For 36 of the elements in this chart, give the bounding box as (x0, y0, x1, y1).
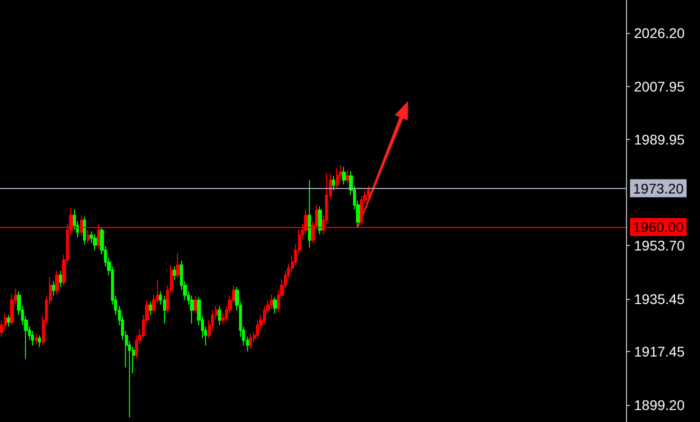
y-tick-label: 1899.20 (634, 397, 685, 414)
candlestick (173, 266, 176, 280)
candlestick (218, 306, 221, 326)
candlestick (163, 295, 166, 324)
candlestick (308, 180, 311, 248)
y-tick-label: 1935.45 (634, 290, 685, 307)
candlestick (273, 296, 277, 314)
candlestick (35, 333, 38, 345)
candlestick (83, 216, 86, 246)
candlestick (93, 234, 97, 251)
candlestick (176, 252, 180, 279)
candlestick (342, 166, 346, 185)
candlestick (270, 294, 273, 310)
y-tick-label: 1989.95 (634, 131, 685, 148)
candlestick (336, 168, 339, 190)
y-tick-label: 2026.20 (634, 25, 685, 42)
y-tick-label: 2007.95 (634, 78, 685, 95)
candlestick (52, 280, 55, 296)
candlestick (149, 301, 152, 316)
y-tick-label: 1953.70 (634, 237, 685, 254)
candlestick (367, 185, 370, 200)
candlestick (7, 314, 10, 328)
candlestick (59, 270, 62, 288)
candlestick (87, 229, 90, 244)
ref-line-label: 1960.00 (633, 218, 684, 235)
candlestick (249, 333, 252, 349)
candlestick (346, 169, 349, 184)
candlestick (55, 270, 59, 295)
ref-line-label: 1973.20 (633, 180, 684, 196)
y-tick-label: 1917.45 (634, 344, 685, 360)
candlestick (190, 295, 194, 324)
candlestick (194, 295, 197, 314)
candlestick (318, 206, 322, 235)
candlestick (38, 334, 41, 348)
candlestick (31, 330, 34, 346)
candlestick (332, 175, 335, 191)
